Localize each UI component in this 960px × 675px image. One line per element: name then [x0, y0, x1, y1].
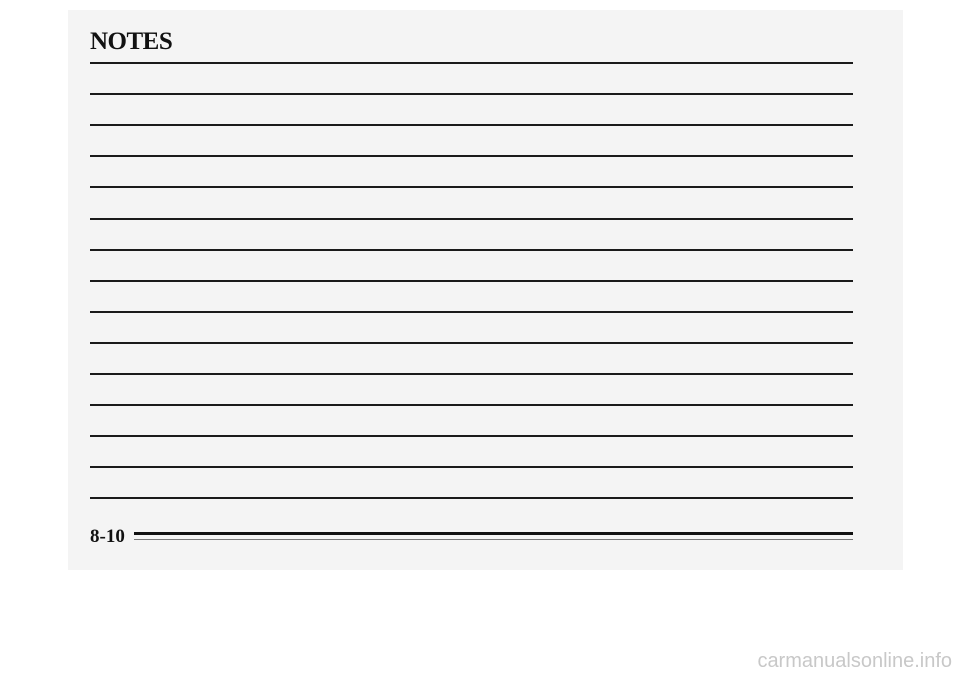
note-line — [90, 155, 853, 158]
note-line — [90, 217, 853, 220]
footer-rule-thick — [134, 532, 853, 535]
note-line — [90, 279, 853, 282]
note-line — [90, 435, 853, 438]
note-line — [90, 373, 853, 375]
note-line — [90, 248, 853, 251]
note-line — [90, 310, 853, 313]
note-line — [90, 497, 853, 500]
note-line — [90, 466, 853, 469]
note-line — [90, 186, 853, 189]
note-line — [90, 124, 853, 127]
note-line — [90, 404, 853, 407]
note-line — [90, 93, 853, 96]
page-number: 8-10 — [90, 526, 125, 547]
notes-page — [68, 10, 903, 570]
page-title: NOTES — [90, 28, 173, 55]
note-line — [90, 62, 853, 64]
note-line — [90, 341, 853, 344]
watermark: carmanualsonline.info — [757, 650, 952, 672]
footer-rule-thin — [134, 539, 853, 540]
